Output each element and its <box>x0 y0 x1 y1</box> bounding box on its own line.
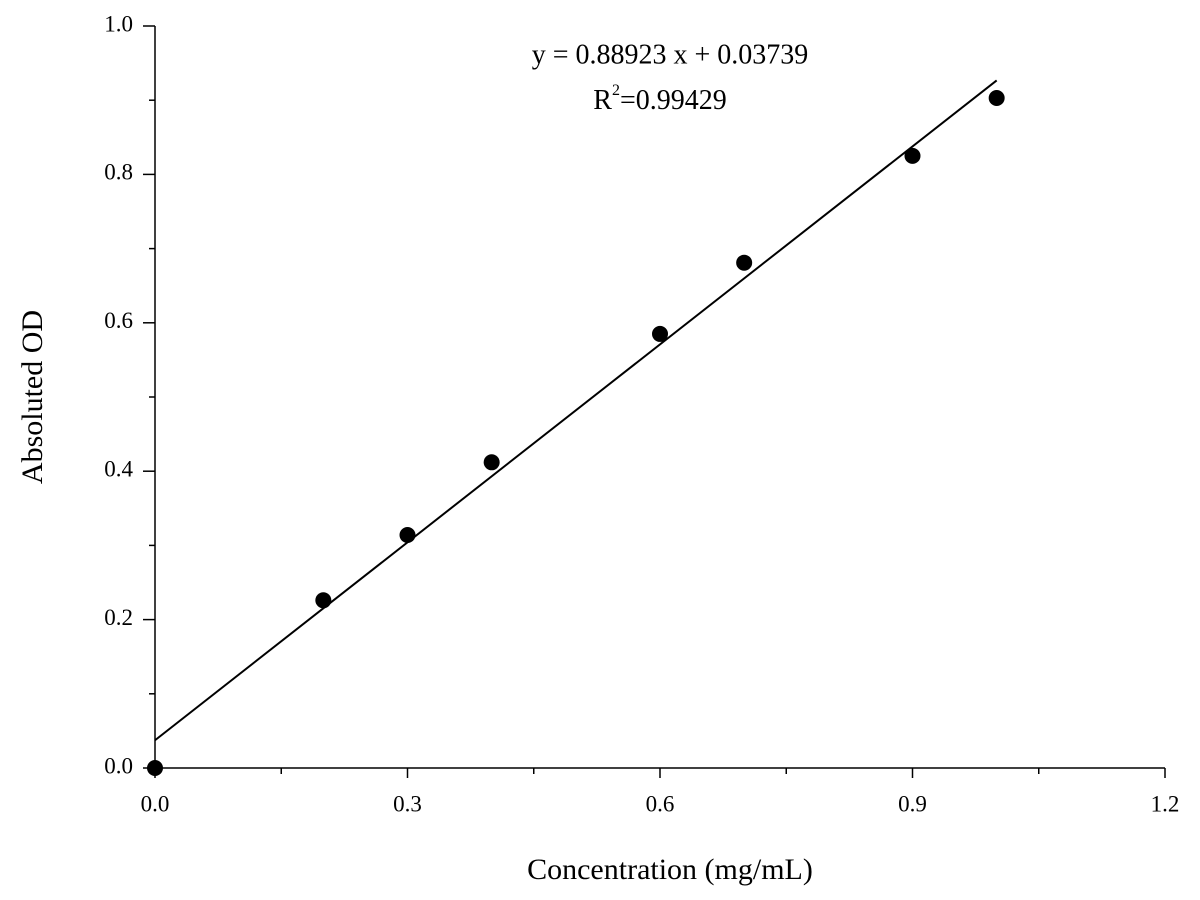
data-point <box>652 325 668 342</box>
r-squared-rest: =0.99429 <box>620 85 727 116</box>
data-point <box>315 592 332 609</box>
y-axis-label: Absoluted OD <box>16 310 49 484</box>
y-tick-label: 0.2 <box>104 605 133 630</box>
y-tick-label: 1.0 <box>104 11 133 36</box>
data-point <box>483 454 500 471</box>
y-tick-label: 0.0 <box>104 753 133 778</box>
data-point <box>736 254 753 271</box>
y-tick-label: 0.8 <box>104 160 133 185</box>
data-point <box>904 147 921 164</box>
data-point <box>988 89 1005 106</box>
r-squared: R2=0.99429 <box>593 82 726 117</box>
x-tick-label: 0.3 <box>393 791 422 816</box>
fit-equation: y = 0.88923 x + 0.03739 <box>532 39 809 70</box>
x-tick-label: 0.9 <box>898 791 927 816</box>
data-point <box>399 527 416 544</box>
y-tick-label: 0.4 <box>104 456 133 481</box>
fit-line <box>154 79 998 742</box>
x-tick-label: 1.2 <box>1151 791 1180 816</box>
r-squared-base: R <box>593 85 612 116</box>
y-tick-label: 0.6 <box>104 308 133 333</box>
r-squared-sup: 2 <box>612 82 620 99</box>
x-axis-label: Concentration (mg/mL) <box>527 853 813 886</box>
x-tick-label: 0.0 <box>141 791 170 816</box>
x-tick-label: 0.6 <box>646 791 675 816</box>
data-point <box>147 760 163 776</box>
